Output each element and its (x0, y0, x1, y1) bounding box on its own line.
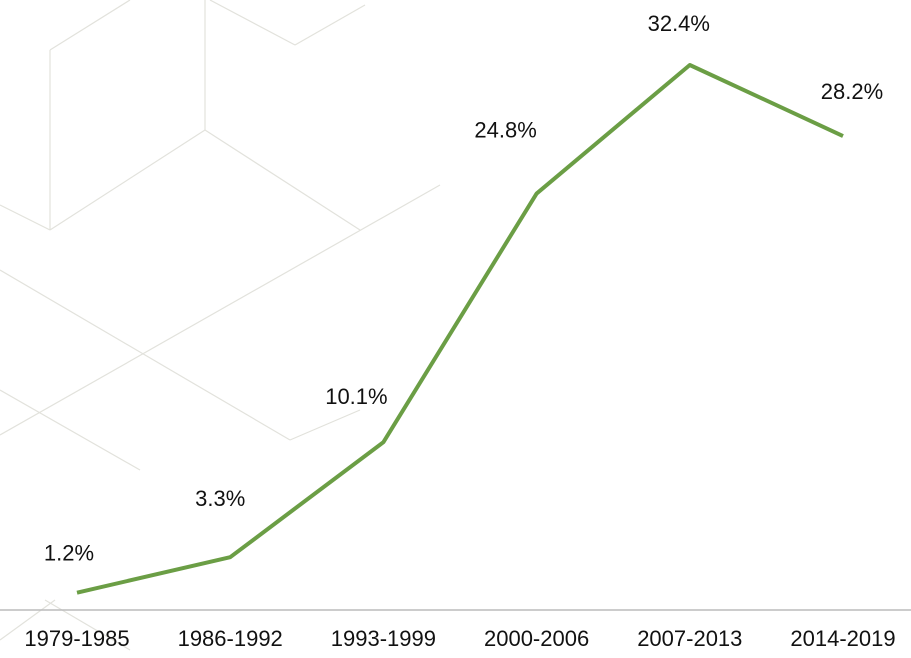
x-tick-label: 2014-2019 (790, 626, 895, 651)
x-tick-label: 1993-1999 (331, 626, 436, 651)
data-label: 24.8% (474, 117, 536, 142)
data-label: 10.1% (325, 384, 387, 409)
background-pattern (0, 0, 441, 651)
x-tick-label: 2000-2006 (484, 626, 589, 651)
data-line (76, 63, 844, 595)
data-label: 1.2% (44, 541, 94, 566)
data-label: 3.3% (195, 486, 245, 511)
x-tick-label: 1979-1985 (24, 626, 129, 651)
data-label: 32.4% (648, 11, 710, 36)
data-label: 28.2% (821, 79, 883, 104)
x-tick-label: 1986-1992 (178, 626, 283, 651)
x-tick-label: 2007-2013 (637, 626, 742, 651)
